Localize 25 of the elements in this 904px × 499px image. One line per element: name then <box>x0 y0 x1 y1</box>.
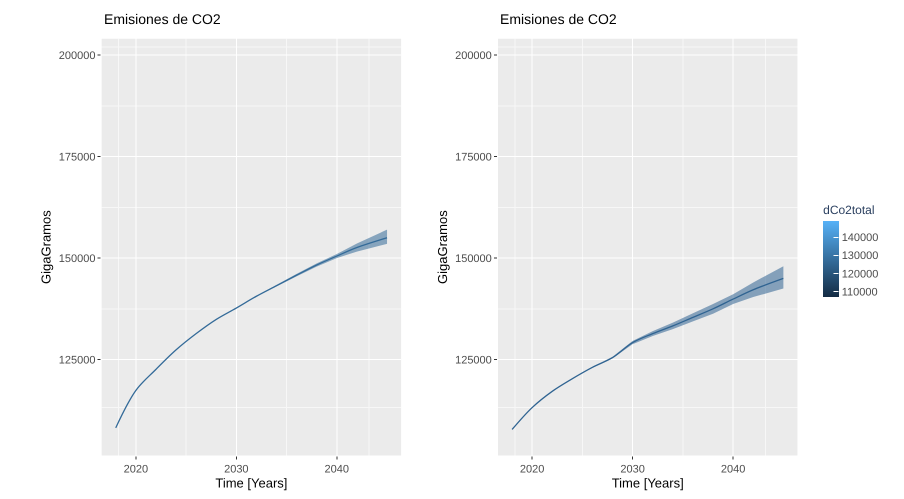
y-axis-title: GigaGramos <box>38 210 54 284</box>
y-tick-label: 200000 <box>58 50 96 62</box>
chart-title: Emisiones de CO2 <box>104 11 221 27</box>
chart-title: Emisiones de CO2 <box>500 11 617 27</box>
x-tick-label: 2040 <box>720 464 746 476</box>
x-tick-label: 2020 <box>520 464 544 476</box>
y-axis-title: GigaGramos <box>435 210 450 284</box>
color-bar-label: 140000 <box>842 232 878 244</box>
x-tick-label: 2030 <box>620 464 645 476</box>
y-tick-label: 125000 <box>455 354 492 366</box>
x-tick-label: 2020 <box>124 464 148 476</box>
color-bar-title: dCo2total <box>823 203 875 217</box>
color-bar-label: 120000 <box>842 268 878 280</box>
y-tick-label: 150000 <box>58 252 96 265</box>
y-tick-label: 175000 <box>455 151 492 164</box>
x-axis-title: Time [Years] <box>612 476 684 491</box>
y-tick-label: 150000 <box>455 252 492 265</box>
color-bar-label: 110000 <box>842 286 878 298</box>
y-tick-label: 200000 <box>455 50 492 62</box>
x-tick-label: 2040 <box>324 464 350 476</box>
x-tick-label: 2030 <box>224 464 249 476</box>
x-axis-title: Time [Years] <box>215 476 288 491</box>
color-bar-label: 130000 <box>842 250 878 262</box>
y-tick-label: 175000 <box>58 151 96 164</box>
y-tick-label: 125000 <box>58 354 96 366</box>
